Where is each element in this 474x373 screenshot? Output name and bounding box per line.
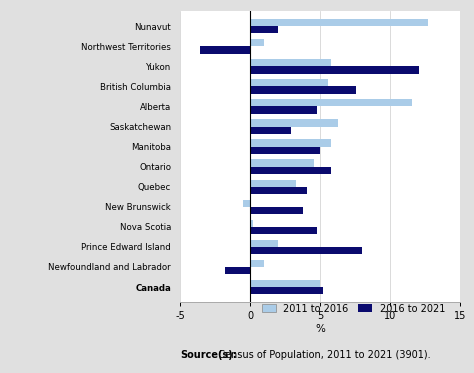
Legend: 2011 to 2016, 2016 to 2021: 2011 to 2016, 2016 to 2021 bbox=[262, 304, 445, 314]
Bar bbox=[250, 159, 314, 167]
Bar bbox=[250, 39, 264, 46]
X-axis label: %: % bbox=[315, 324, 325, 334]
Bar bbox=[250, 240, 278, 247]
Bar bbox=[250, 59, 331, 66]
Bar bbox=[250, 207, 303, 214]
Bar bbox=[250, 66, 419, 73]
Bar bbox=[250, 106, 317, 114]
Bar bbox=[250, 260, 264, 267]
Text: Census of Population, 2011 to 2021 (3901).: Census of Population, 2011 to 2021 (3901… bbox=[212, 350, 431, 360]
Bar bbox=[250, 227, 317, 234]
Text: Source(s):: Source(s): bbox=[180, 350, 237, 360]
Bar bbox=[200, 46, 250, 53]
Bar bbox=[250, 220, 253, 227]
Bar bbox=[250, 99, 412, 106]
Bar bbox=[250, 287, 323, 294]
Bar bbox=[250, 87, 356, 94]
Bar bbox=[250, 79, 328, 87]
Bar bbox=[250, 147, 320, 154]
Bar bbox=[250, 119, 338, 126]
Bar bbox=[250, 126, 291, 134]
Bar bbox=[250, 26, 278, 34]
Bar bbox=[250, 167, 331, 174]
Bar bbox=[250, 247, 362, 254]
Bar bbox=[250, 140, 331, 147]
Bar bbox=[250, 19, 428, 26]
Bar bbox=[225, 267, 250, 274]
Bar bbox=[250, 179, 296, 187]
Bar bbox=[243, 200, 250, 207]
Bar bbox=[250, 280, 320, 287]
Bar bbox=[250, 187, 307, 194]
